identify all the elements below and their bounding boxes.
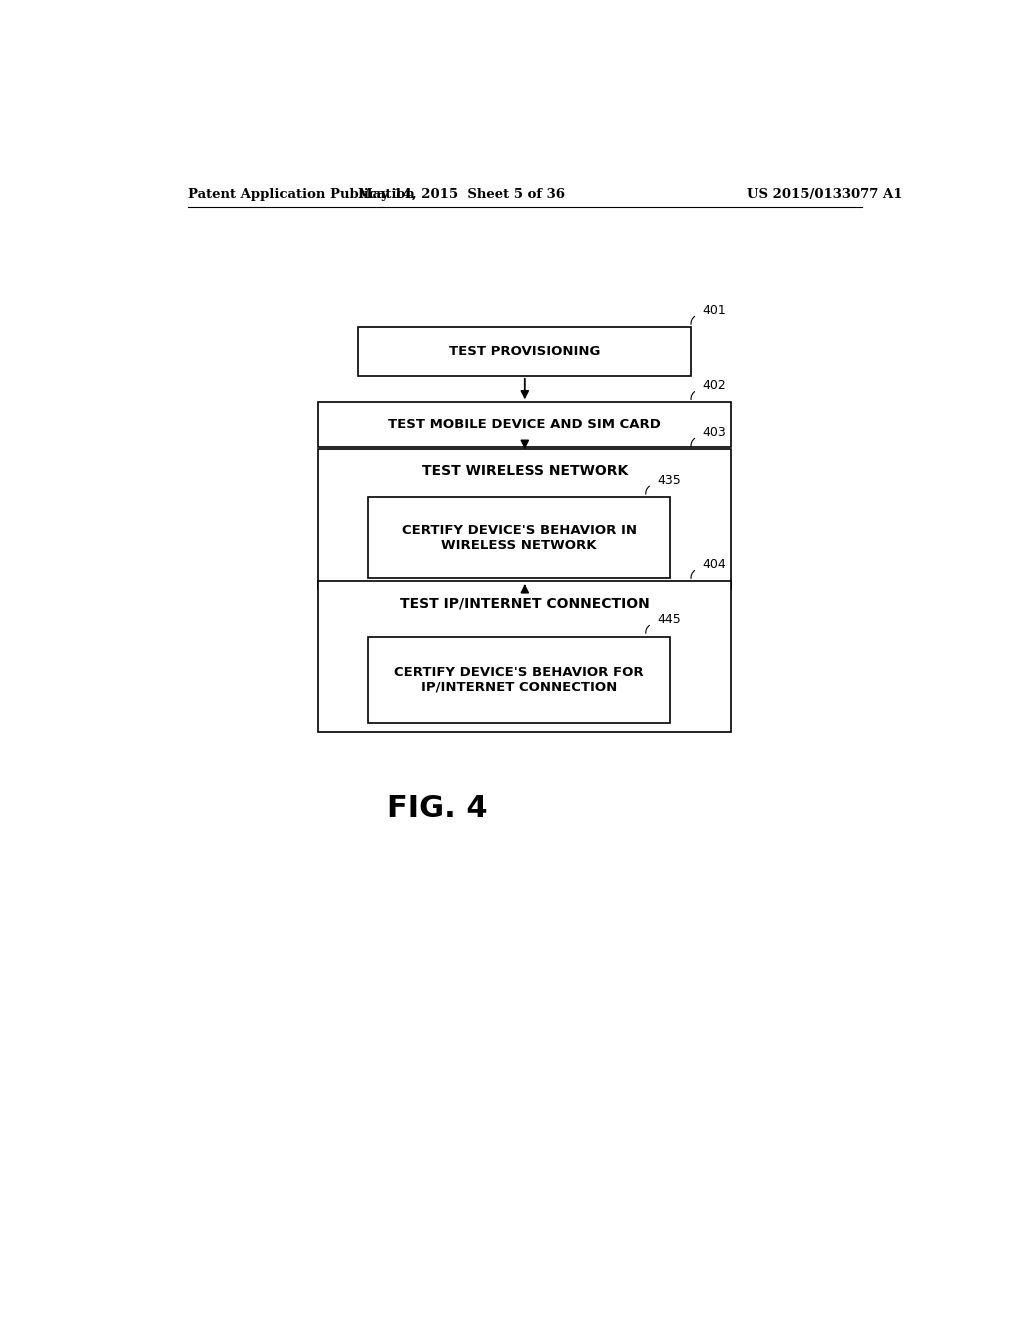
Text: 404: 404 <box>702 558 726 572</box>
Bar <box>369 496 670 578</box>
Text: TEST IP/INTERNET CONNECTION: TEST IP/INTERNET CONNECTION <box>400 597 649 611</box>
Text: 435: 435 <box>657 474 681 487</box>
Text: US 2015/0133077 A1: US 2015/0133077 A1 <box>748 189 902 202</box>
Bar <box>318 403 731 447</box>
Text: CERTIFY DEVICE'S BEHAVIOR IN
WIRELESS NETWORK: CERTIFY DEVICE'S BEHAVIOR IN WIRELESS NE… <box>401 524 637 552</box>
Text: 401: 401 <box>702 304 726 317</box>
Text: TEST WIRELESS NETWORK: TEST WIRELESS NETWORK <box>422 465 628 478</box>
Text: TEST PROVISIONING: TEST PROVISIONING <box>450 345 600 358</box>
Text: FIG. 4: FIG. 4 <box>387 795 487 824</box>
Bar <box>358 327 691 376</box>
Text: 445: 445 <box>657 612 681 626</box>
Bar <box>318 449 731 589</box>
Text: Patent Application Publication: Patent Application Publication <box>187 189 415 202</box>
Bar <box>318 581 731 731</box>
Text: CERTIFY DEVICE'S BEHAVIOR FOR
IP/INTERNET CONNECTION: CERTIFY DEVICE'S BEHAVIOR FOR IP/INTERNE… <box>394 665 644 694</box>
Text: May 14, 2015  Sheet 5 of 36: May 14, 2015 Sheet 5 of 36 <box>357 189 565 202</box>
Text: TEST MOBILE DEVICE AND SIM CARD: TEST MOBILE DEVICE AND SIM CARD <box>388 418 662 432</box>
Text: 403: 403 <box>702 426 726 440</box>
Text: 402: 402 <box>702 379 726 392</box>
Bar <box>369 636 670 723</box>
